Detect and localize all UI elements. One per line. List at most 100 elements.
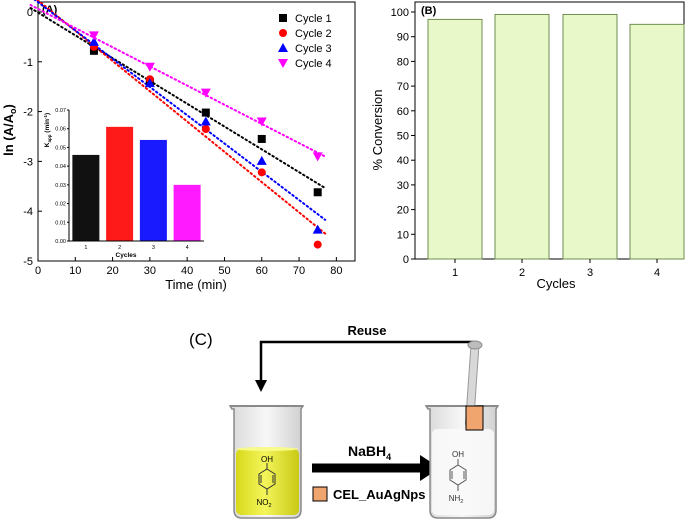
panel-a-x-tick-label: 20 — [106, 265, 118, 277]
inset-y-tick-label: 0.01 — [55, 220, 66, 226]
reactant-solution — [236, 449, 299, 515]
panel-a-legend: Cycle 1 Cycle 2 Cycle 3 Cycle 4 — [278, 13, 332, 70]
inset-x-tick-label: 2 — [118, 245, 121, 251]
data-point-cycle-3 — [256, 155, 267, 165]
panel-b-y-tick-label: 50 — [397, 131, 409, 143]
legend-marker-cycle-2 — [279, 29, 287, 37]
panel-c-scheme: (C) Reuse OH NO2 NaBH4 CEL_AuAgNps — [189, 323, 500, 519]
legend-label-cycle-3: Cycle 3 — [295, 43, 332, 55]
data-point-cycle-1 — [313, 188, 322, 197]
catalyst-dipstick — [464, 340, 484, 431]
panel-a-data-points — [88, 31, 323, 249]
panel-a-y-axis: 0 -1 -2 -3 -4 -5 — [23, 7, 42, 268]
reactant-no2-label: NO2 — [256, 498, 271, 509]
inset-y-tick-label: 0.04 — [55, 164, 66, 170]
panel-b-y-axis: 0 10 20 30 40 50 60 70 80 90 100 — [391, 7, 415, 266]
panel-a-x-tick-label: 0 — [35, 265, 41, 277]
panel-b-y-axis-title: % Conversion — [370, 90, 385, 171]
panel-b-y-tick-label: 90 — [397, 32, 409, 44]
data-point-cycle-4 — [144, 62, 155, 72]
panel-a-x-tick-label: 30 — [144, 265, 156, 277]
inset-x-axis-title: Cycles — [116, 252, 137, 259]
panel-a-x-tick-label: 60 — [256, 265, 268, 277]
panel-a-x-tick-label: 70 — [293, 265, 305, 277]
panel-a-plot-frame — [37, 1, 356, 262]
inset-bar-cycle-4 — [173, 184, 201, 241]
inset-bar-cycle-2 — [106, 126, 134, 241]
inset-y-tick-label: 0.05 — [55, 145, 66, 151]
panel-a-inset-chart: 0.00 0.01 0.02 0.03 0.04 0.05 0.06 0.07 1 2 3 4 Cy… — [43, 108, 204, 259]
bar-cycle-3 — [562, 13, 618, 260]
inset-y-tick-label: 0.00 — [55, 239, 66, 245]
data-point-cycle-1 — [201, 108, 210, 117]
data-point-cycle-3 — [144, 78, 155, 88]
fit-line-cycle-1 — [29, 6, 327, 190]
inset-y-axis-title: Kapp (min-1) — [43, 113, 52, 147]
legend-marker-cycle-4 — [278, 59, 288, 68]
inset-bars — [72, 126, 201, 241]
data-point-cycle-2 — [257, 168, 266, 177]
panel-a-fit-lines — [29, 0, 327, 235]
panel-a-y-tick-label: -3 — [23, 156, 33, 168]
reuse-arrow-head — [255, 380, 267, 392]
inset-bar-cycle-1 — [72, 154, 100, 241]
panel-b-bars — [427, 13, 685, 260]
data-point-cycle-3 — [88, 36, 99, 46]
panel-a-y-tick-label: -4 — [23, 206, 33, 218]
panel-b-y-tick-label: 60 — [397, 106, 409, 118]
reuse-arrow — [259, 340, 474, 386]
panel-b-x-tick-label: 3 — [587, 267, 593, 279]
product-nh2-label: NH2 — [449, 494, 464, 505]
inset-y-tick-label: 0.03 — [55, 183, 66, 189]
panel-a-y-tick-label: -5 — [23, 256, 33, 268]
inset-y-tick-label: 0.07 — [55, 108, 66, 114]
product-solution — [432, 429, 494, 515]
data-point-cycle-4 — [200, 88, 211, 98]
panel-b-chart: (B) 0 10 20 30 40 50 60 70 80 90 100 1 2 3 4 Cycles %… — [370, 1, 685, 291]
reuse-label: Reuse — [347, 323, 386, 338]
data-point-cycle-4 — [312, 152, 323, 162]
inset-x-tick-label: 3 — [152, 245, 155, 251]
panel-b-label: (B) — [421, 5, 437, 17]
inset-x-tick-label: 4 — [186, 245, 189, 251]
legend-label-cycle-4: Cycle 4 — [295, 58, 332, 70]
panel-a-y-axis-title: ln (A/Ao) — [1, 104, 18, 156]
fit-line-cycle-3 — [33, 0, 327, 221]
panel-c-label: (C) — [189, 330, 213, 349]
legend-marker-cycle-3 — [278, 43, 288, 52]
panel-a-x-axis: 0 10 20 30 40 50 60 70 80 — [35, 257, 342, 277]
panel-b-y-tick-label: 30 — [397, 180, 409, 192]
inset-y-axis: 0.00 0.01 0.02 0.03 0.04 0.05 0.06 0.07 — [55, 108, 69, 245]
panel-b-x-axis: 1 2 3 4 — [452, 259, 660, 279]
panel-b-x-tick-label: 1 — [452, 267, 458, 279]
legend-label-cycle-1: Cycle 1 — [295, 13, 332, 25]
product-oh-label: OH — [452, 450, 464, 459]
inset-y-tick-label: 0.02 — [55, 202, 66, 208]
data-point-cycle-4 — [256, 117, 267, 127]
panel-a-y-tick-label: -2 — [23, 107, 33, 119]
product-beaker — [424, 405, 500, 519]
data-point-cycle-3 — [312, 224, 323, 234]
panel-b-x-axis-title: Cycles — [536, 276, 576, 291]
data-point-cycle-2 — [201, 125, 210, 134]
reagent-label: NaBH4 — [348, 443, 391, 462]
legend-label-cycle-2: Cycle 2 — [295, 28, 332, 40]
data-point-cycle-1 — [257, 134, 266, 143]
panel-a-y-tick-label: 0 — [27, 7, 33, 19]
inset-x-axis: 1 2 3 4 — [84, 245, 188, 251]
panel-a-x-axis-title: Time (min) — [165, 277, 227, 292]
data-point-cycle-2 — [313, 240, 322, 249]
catalyst-legend-label: CEL_AuAgNps — [333, 487, 425, 502]
legend-marker-cycle-1 — [279, 14, 287, 22]
panel-a-y-tick-label: -1 — [23, 57, 33, 69]
reactant-oh-label: OH — [261, 455, 273, 464]
bar-cycle-2 — [494, 13, 550, 260]
data-point-cycle-4 — [88, 31, 99, 41]
panel-b-x-tick-label: 4 — [654, 267, 660, 279]
panel-b-x-tick-label: 2 — [519, 267, 525, 279]
bar-cycle-1 — [427, 18, 483, 260]
reactant-beaker — [228, 405, 305, 519]
panel-b-y-tick-label: 40 — [397, 155, 409, 167]
